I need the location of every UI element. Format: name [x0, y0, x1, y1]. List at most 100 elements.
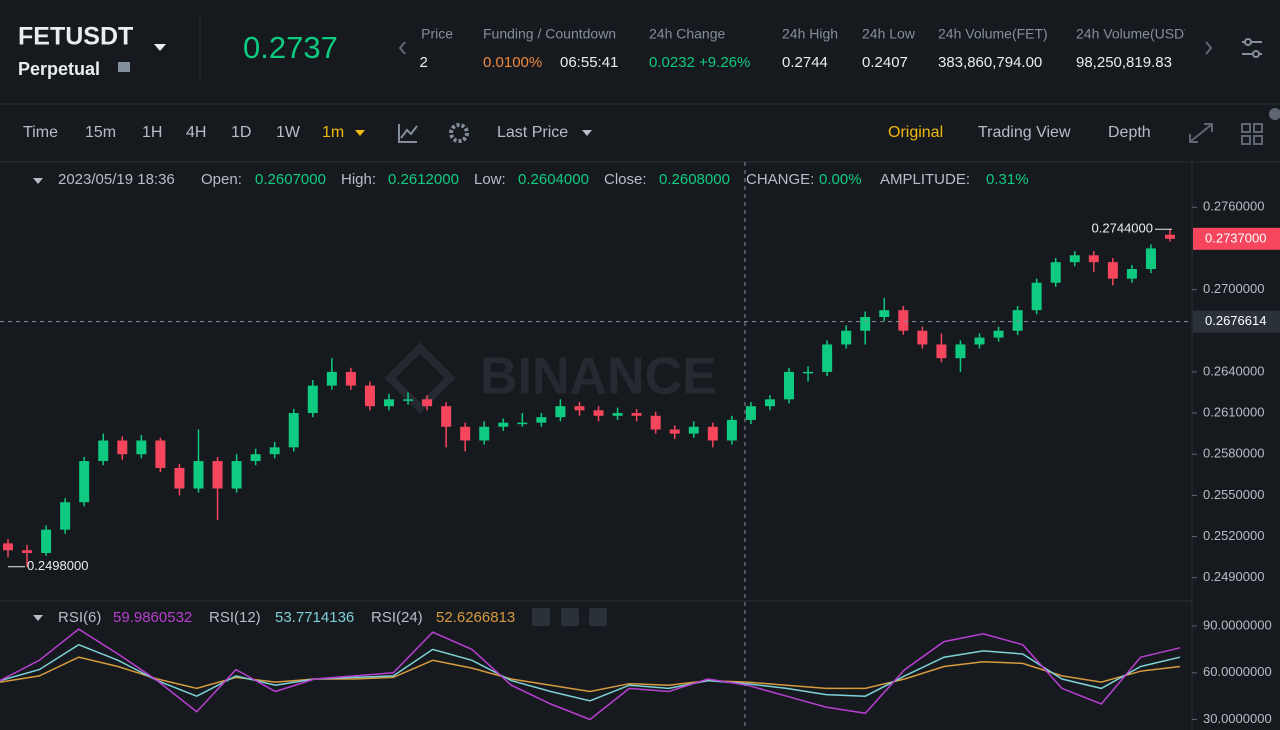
rsi-caret[interactable] [33, 615, 43, 621]
candle-body [936, 344, 947, 359]
candle-body [41, 529, 52, 553]
candle-body [764, 399, 775, 407]
info-value: 0.31% [986, 171, 1029, 188]
rsi-lines [0, 628, 1181, 721]
last-price: 0.2737 [243, 30, 338, 65]
y-tick-label: 0.2580000 [1203, 446, 1264, 461]
rsi-value: 53.7714136 [275, 609, 354, 626]
info-label: Low: [474, 171, 506, 188]
interval[interactable]: 1H [142, 124, 162, 141]
crosshair-price-box [1193, 310, 1280, 333]
gear-icon[interactable] [449, 123, 469, 143]
interval[interactable]: 1D [231, 124, 251, 141]
last-price-label: 0.2737000 [1205, 230, 1266, 245]
candle-body [79, 461, 90, 503]
candle-body [479, 426, 490, 441]
symbol-caret[interactable] [154, 44, 166, 51]
interval[interactable]: 15m [85, 124, 116, 141]
rsi-tools[interactable] [532, 608, 607, 626]
stat-value: 06:55:41 [560, 54, 618, 71]
info-value: 0.2612000 [388, 171, 459, 188]
candle-body [1069, 255, 1080, 263]
stat: 24h High 0.2744 [782, 26, 838, 71]
interval-selected[interactable]: 1m [322, 124, 344, 141]
view-tab[interactable]: Depth [1108, 124, 1151, 141]
candle-body [517, 422, 528, 425]
candle-body [1145, 248, 1156, 270]
price-axis: 0.2760000 0.2700000 0.2640000 0.2610000 0.25… [0, 199, 1280, 726]
stat-value: 383,860,794.00 [938, 54, 1042, 71]
stat-value: 0.2742 [382, 54, 428, 71]
y-tick-label: 0.2700000 [1203, 281, 1264, 296]
candle-body [822, 344, 833, 372]
candle-body [22, 550, 33, 553]
interval[interactable]: 4H [186, 124, 206, 141]
info-value: 0.2604000 [518, 171, 589, 188]
candle-body [269, 447, 280, 455]
rsi-name: RSI(24) [371, 609, 423, 626]
candle-body [803, 371, 814, 374]
candle-body [174, 467, 185, 489]
rsi-line [0, 643, 1181, 702]
y-tick-label: 60.0000000 [1203, 664, 1272, 679]
scroll-right[interactable] [1205, 41, 1213, 55]
candle-body [307, 385, 318, 414]
y-tick-label: 30.0000000 [1203, 711, 1272, 726]
price-type[interactable]: Last Price [497, 124, 568, 141]
candle-body [669, 429, 680, 434]
rsi-line [0, 656, 1181, 693]
candle-body [98, 440, 109, 462]
candle-body [612, 413, 623, 416]
info-time: 2023/05/19 18:36 [58, 171, 175, 188]
view-tab[interactable]: Trading View [978, 124, 1071, 141]
candle-body [155, 440, 166, 468]
stat-label: Index Price [383, 26, 453, 42]
y-tick-label: 0.2760000 [1203, 199, 1264, 214]
price-type-caret[interactable] [582, 130, 592, 136]
stat: Funding / Countdown 0.0100% 06:55:41 [483, 26, 618, 71]
watermark-logo [384, 342, 456, 414]
candle-body [364, 385, 375, 407]
rsi-name: RSI(12) [209, 609, 261, 626]
candle-body [1165, 234, 1175, 239]
candle-body [193, 461, 204, 489]
stat-label: 24h Volume(USDT) [1076, 26, 1197, 42]
contract-type: Perpetual [18, 59, 100, 79]
layout-icon[interactable] [1241, 123, 1263, 145]
indicator-icon[interactable] [398, 124, 417, 143]
y-tick-label: 0.2610000 [1203, 404, 1264, 419]
close-icon[interactable] [1269, 108, 1280, 120]
interval[interactable]: Time [23, 124, 58, 141]
interval[interactable]: 1W [276, 124, 301, 141]
high-marker-label: 0.2744000 [1092, 221, 1153, 236]
indicator-icon-line[interactable] [400, 125, 418, 139]
candle-body [1031, 282, 1042, 311]
y-tick-label: 0.2490000 [1203, 569, 1264, 584]
interval-caret[interactable] [355, 130, 365, 136]
symbol[interactable]: FETUSDT [18, 23, 133, 51]
fullscreen-icon[interactable] [1189, 123, 1213, 143]
candle-body [974, 337, 985, 345]
y-tick-label: 90.0000000 [1203, 617, 1272, 632]
info-value: 0.2608000 [659, 171, 730, 188]
candle-body [460, 426, 471, 441]
candle-body [231, 461, 242, 489]
candle-body [993, 330, 1004, 338]
stat-value: 98,250,819.83 [1076, 54, 1172, 71]
candle-body [955, 344, 966, 359]
candle-body [555, 406, 566, 418]
y-tick-label: 0.2520000 [1203, 528, 1264, 543]
info-caret[interactable] [33, 178, 43, 184]
candle-body [917, 330, 928, 345]
candle-body [383, 399, 394, 407]
info-value: 0.00% [819, 171, 862, 188]
candle-body [250, 454, 261, 462]
candle-body [1126, 269, 1137, 279]
candle-body [345, 371, 356, 386]
book-icon[interactable] [118, 62, 130, 72]
info-label: Close: [604, 171, 647, 188]
scroll-left[interactable] [398, 41, 406, 55]
view-tab[interactable]: Original [888, 124, 943, 141]
settings-icon[interactable] [1242, 38, 1262, 58]
